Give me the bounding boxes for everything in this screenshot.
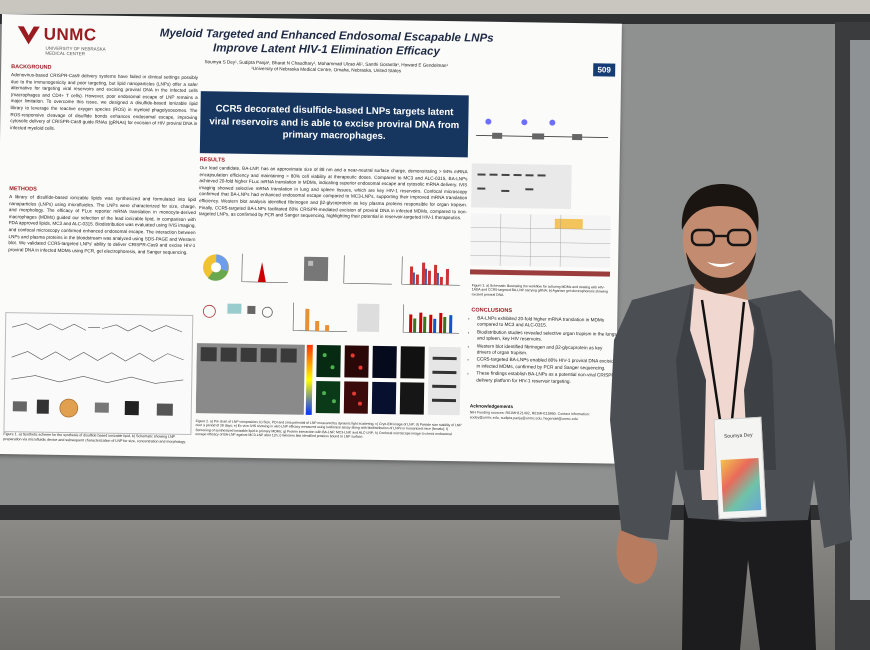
poster-number: 509: [593, 63, 616, 77]
pie-chart-panel: [203, 254, 230, 281]
methods-text: A library of disulfide-based ionizable l…: [8, 194, 197, 255]
poster-title: Myeloid Targeted and Enhanced Endosomal …: [159, 27, 494, 58]
hair: [681, 184, 759, 232]
figure-1-caption: Figure 1. a) Synthetic scheme for the sy…: [3, 432, 186, 444]
unmc-logo: UNMC UNIVERSITY OF NEBRASKA MEDICAL CENT…: [15, 20, 126, 66]
beard: [686, 252, 756, 294]
acknowledgements-text: NIH Funding sources: R01MH121402, R01MH1…: [469, 410, 590, 421]
hand: [616, 530, 658, 584]
background-heading: BACKGROUND: [11, 64, 52, 71]
trousers: [682, 500, 816, 650]
presenter-person: [610, 184, 852, 650]
poster-authors: Soumya S Dey¹, Sudipta Panja¹, Bharat N …: [166, 59, 486, 76]
name-badge: Soumya Dey: [713, 416, 767, 520]
logo-text: UNMC: [43, 24, 97, 45]
key-finding-banner: CCR5 decorated disulfide-based LNPs targ…: [199, 91, 469, 158]
board-frame-top: [0, 14, 870, 24]
acknowledgements-heading: Acknowledgements: [469, 403, 514, 410]
badge-graphic: [720, 458, 762, 512]
post-highlight: [850, 40, 870, 600]
synthesis-scheme-figure: [3, 312, 194, 436]
gel-electrophoresis-figure: [469, 113, 613, 285]
background-text: Adenovirus-based CRISPR-Cas9 delivery sy…: [10, 72, 199, 131]
logo-subtitle: UNIVERSITY OF NEBRASKA MEDICAL CENTER: [45, 45, 106, 57]
results-figure-panel: [195, 249, 467, 421]
figure-2-caption: Figure 2. a) Pie chart of LNP compositio…: [195, 419, 462, 439]
conclusions-heading: CONCLUSIONS: [471, 307, 513, 315]
unmc-logo-icon: [17, 26, 40, 45]
badge-name: Soumya Dey: [723, 432, 753, 440]
results-heading: RESULTS: [199, 157, 226, 164]
methods-heading: METHODS: [9, 186, 37, 193]
glasses-icon: [690, 228, 752, 247]
research-poster: UNMC UNIVERSITY OF NEBRASKA MEDICAL CENT…: [0, 14, 622, 464]
face: [683, 194, 757, 286]
lanyard: [700, 299, 746, 421]
floor-seam: [0, 596, 560, 598]
results-text: Our lead candidate, BA-LNP, has an appro…: [198, 165, 468, 221]
